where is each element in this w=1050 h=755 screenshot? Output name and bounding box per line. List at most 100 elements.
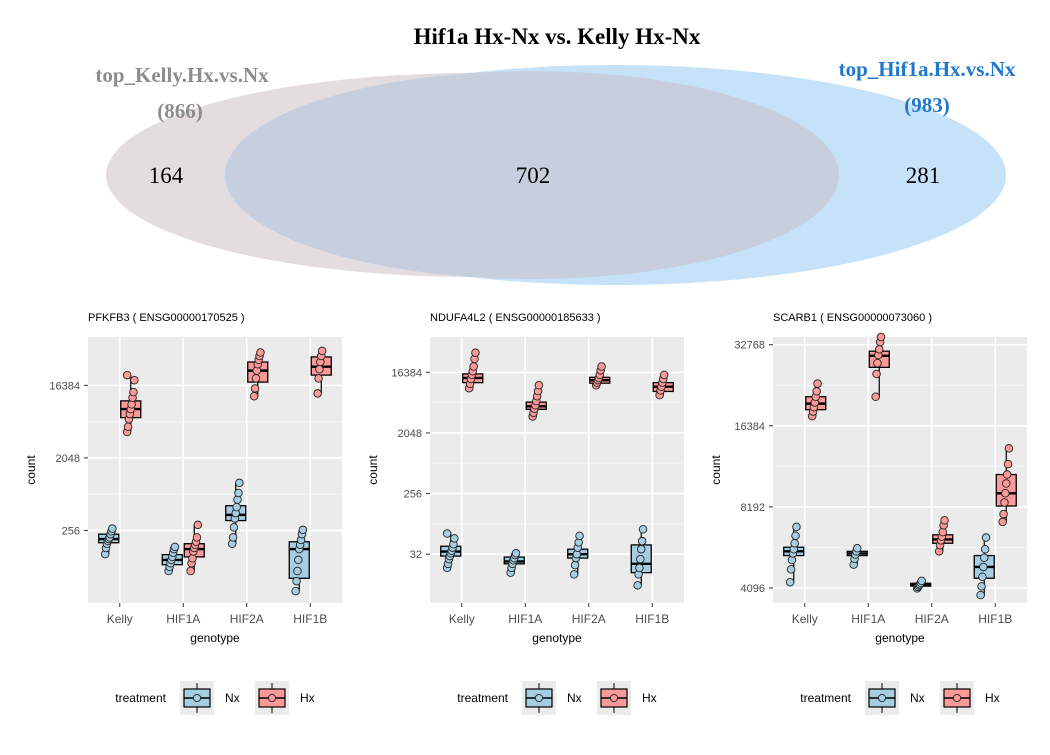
y-tick-label: 2048: [398, 428, 422, 440]
legend-key-point: [877, 693, 887, 703]
data-point: [876, 332, 886, 342]
y-tick-label: 16384: [391, 367, 422, 379]
data-point: [108, 524, 117, 533]
x-tick-label: HIF2A: [572, 612, 606, 626]
data-point: [317, 346, 327, 356]
data-point: [228, 533, 238, 542]
venn-right-only-count: 281: [906, 163, 941, 188]
data-point: [873, 358, 882, 368]
y-tick-label: 8192: [741, 502, 765, 514]
data-point: [291, 586, 300, 596]
legend-key-point: [952, 693, 962, 703]
data-point: [1002, 470, 1012, 479]
x-axis-label: genotype: [190, 631, 240, 645]
x-tick-label: HIF1A: [851, 612, 885, 626]
venn-title: Hif1a Hx-Nx vs. Kelly Hx-Nx: [414, 24, 701, 49]
data-point: [1001, 489, 1010, 498]
data-point: [980, 553, 989, 563]
data-point: [234, 488, 243, 498]
x-axis-label: genotype: [875, 631, 925, 645]
data-point: [659, 370, 669, 380]
venn-left-only-count: 164: [149, 163, 184, 188]
data-point: [250, 384, 260, 393]
legend-label-nx: Nx: [567, 691, 582, 705]
data-point: [636, 554, 645, 564]
data-point: [872, 369, 881, 379]
data-point: [635, 563, 644, 573]
data-point: [998, 517, 1007, 527]
data-point: [294, 555, 303, 565]
data-point: [129, 387, 138, 397]
x-tick-label: Kelly: [449, 612, 475, 626]
legend-label-nx: Nx: [910, 691, 925, 705]
data-point: [249, 391, 259, 401]
data-point: [938, 527, 948, 537]
x-tick-label: Kelly: [792, 612, 818, 626]
legend: treatment Nx Hx: [800, 681, 1000, 715]
legend-label-nx: Nx: [225, 691, 240, 705]
data-point: [569, 570, 579, 579]
data-point: [637, 536, 647, 546]
x-tick-label: HIF1B: [293, 612, 327, 626]
legend-label-hx: Hx: [985, 691, 1000, 705]
y-tick-label: 256: [404, 489, 422, 501]
data-point: [186, 566, 195, 576]
x-tick-label: HIF2A: [230, 612, 264, 626]
data-point: [511, 549, 521, 558]
x-tick-label: HIF1A: [508, 612, 542, 626]
data-point: [292, 576, 301, 586]
data-point: [977, 582, 986, 591]
data-point: [853, 543, 862, 553]
x-tick-label: HIF1A: [166, 612, 200, 626]
legend-title: treatment: [800, 691, 851, 705]
y-tick-label: 32768: [734, 340, 765, 352]
panel-title: NDUFA4L2 ( ENSG00000185633 ): [430, 312, 601, 324]
y-tick-label: 2048: [56, 453, 80, 465]
y-tick-label: 4096: [741, 583, 765, 595]
data-point: [193, 520, 203, 530]
data-point: [442, 529, 452, 538]
legend: treatment Nx Hx: [457, 681, 657, 715]
data-point: [123, 422, 133, 432]
data-point: [813, 379, 822, 388]
legend-key-point: [267, 693, 277, 703]
panel-title: PFKFB3 ( ENSG00000170525 ): [88, 312, 245, 324]
data-point: [940, 516, 949, 525]
data-point: [570, 560, 580, 570]
y-tick-label: 32: [410, 549, 422, 561]
venn-right-total: (983): [904, 93, 950, 117]
data-point: [469, 362, 478, 371]
data-point: [917, 576, 926, 586]
data-point: [170, 542, 180, 552]
x-tick-label: Kelly: [107, 612, 133, 626]
boxplot-panels: 256 2048 16384 Kelly HIF1A HIF2A HIF1B PFKFB3 (…: [24, 312, 1027, 715]
legend: treatment Nx Hx: [115, 681, 315, 715]
data-point: [534, 381, 544, 390]
data-point: [1002, 479, 1011, 488]
legend-key-point: [534, 693, 544, 703]
data-point: [298, 525, 308, 535]
data-point: [976, 590, 985, 600]
venn-overlap: [225, 71, 839, 279]
data-point: [251, 374, 261, 383]
x-axis-label: genotype: [532, 631, 582, 645]
legend-label-hx: Hx: [642, 691, 657, 705]
y-tick-label: 16384: [734, 421, 765, 433]
x-tick-label: HIF1B: [635, 612, 669, 626]
data-point: [786, 565, 796, 574]
data-point: [192, 533, 202, 542]
legend-label-hx: Hx: [300, 691, 315, 705]
boxplot-panel-1: 256 2048 16384 Kelly HIF1A HIF2A HIF1B PFKFB3 (…: [24, 312, 342, 715]
data-point: [450, 534, 459, 543]
boxplot-panel-2: 32 256 2048 16384 Kelly HIF1A HIF2A HIF1B NDUFA4…: [366, 312, 684, 715]
data-point: [980, 545, 990, 554]
data-point: [638, 525, 648, 534]
data-point: [637, 544, 646, 554]
y-axis-label: count: [366, 455, 380, 485]
y-axis-label: count: [709, 455, 723, 485]
y-axis-label: count: [24, 455, 38, 485]
data-point: [1000, 498, 1009, 507]
data-point: [232, 502, 241, 512]
